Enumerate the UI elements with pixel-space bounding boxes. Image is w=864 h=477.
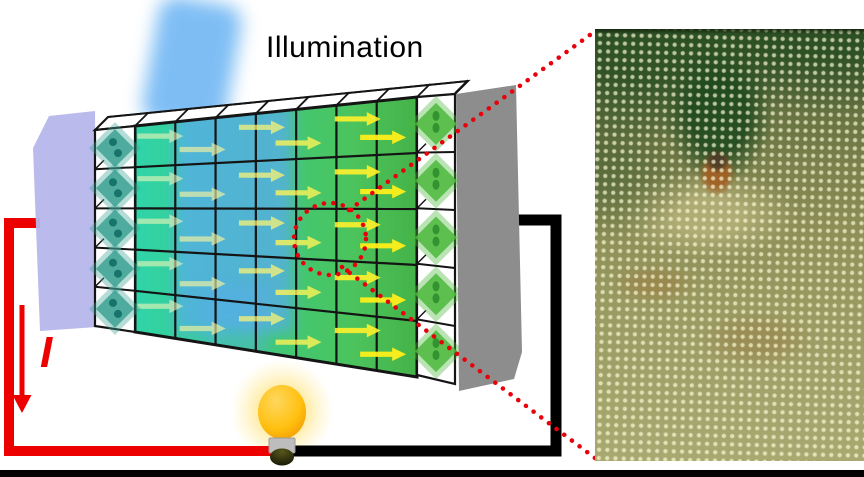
current-arrow: [12, 305, 32, 413]
light-bulb-icon: [258, 385, 306, 466]
octahedra-column-left: [89, 122, 141, 335]
octahedra-column-right: [408, 92, 464, 386]
micrograph-top-edge: [595, 29, 864, 34]
negative-wire: [292, 214, 562, 457]
left-electrode: [33, 111, 97, 331]
zoom-connector-line-top: [346, 29, 597, 213]
zoom-circle: [291, 200, 369, 278]
positive-wire: [4, 218, 272, 456]
figure-bottom-border: [0, 470, 864, 477]
lattice-grid: [94, 79, 469, 379]
right-electrode: [456, 85, 522, 391]
illumination-label: Illumination: [266, 31, 424, 64]
current-label: I: [40, 328, 53, 377]
zoom-annotation: [291, 29, 598, 461]
atomic-lattice-dots: [595, 29, 864, 461]
illumination-beam: [142, 0, 242, 132]
stem-micrograph: [595, 29, 864, 461]
carrier-drift-arrows: [137, 112, 407, 362]
